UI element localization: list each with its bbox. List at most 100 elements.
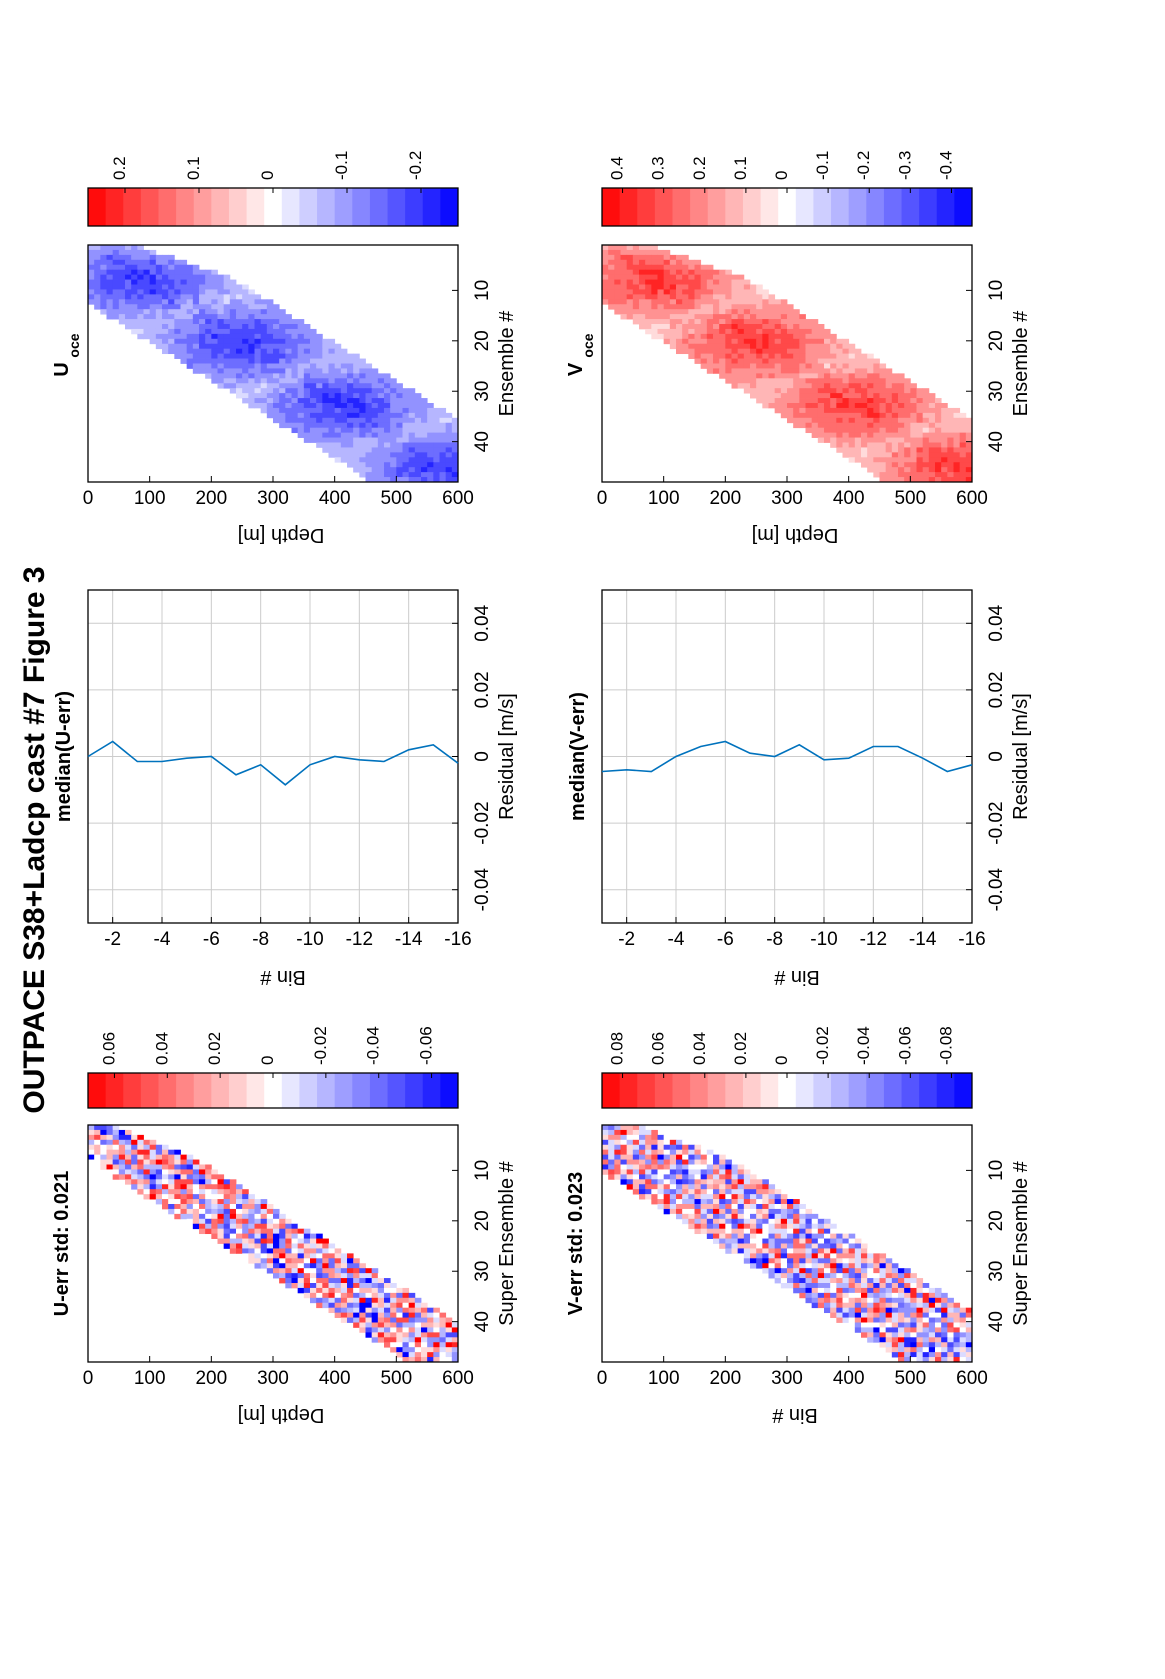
heatmap-cell [149, 338, 157, 345]
heatmap-cell [137, 1139, 144, 1146]
heatmap-cell [211, 309, 218, 315]
heatmap-cell [248, 314, 255, 320]
colorbar-segment [193, 1073, 212, 1108]
heatmap-cell [205, 314, 212, 320]
heatmap-cell [719, 1204, 726, 1210]
heatmap-cell [706, 1189, 714, 1195]
heatmap-cell [254, 304, 262, 310]
heatmap-cell [266, 412, 274, 419]
heatmap-cell [421, 452, 428, 458]
depth-tick-label: 600 [442, 1368, 474, 1389]
heatmap-cell [168, 1189, 175, 1195]
heatmap-cell [842, 353, 850, 359]
heatmap-cell [359, 1317, 366, 1323]
heatmap-cell [725, 304, 732, 310]
heatmap-cell [780, 1218, 788, 1225]
heatmap-cell [316, 333, 323, 340]
heatmap-cell [353, 403, 360, 409]
heatmap-cell [414, 437, 422, 443]
heatmap-cell [867, 462, 874, 468]
heatmap-cell [706, 274, 714, 280]
heatmap-cell [340, 353, 348, 359]
heatmap-cell [602, 1125, 609, 1131]
heatmap-cell [768, 1223, 776, 1230]
heatmap-cell [965, 447, 973, 453]
heatmap-cell [694, 274, 702, 280]
colorbar-segment [422, 188, 441, 226]
heatmap-cell [112, 279, 120, 285]
heatmap-cell [149, 1154, 157, 1160]
heatmap-cell [817, 1248, 825, 1254]
heatmap-cell [162, 309, 169, 315]
heatmap-cell [632, 309, 640, 315]
colorbar-tick-label: 0.02 [205, 1032, 224, 1065]
heatmap-cell [947, 457, 954, 463]
heatmap-cell [694, 304, 702, 310]
heatmap-cell [793, 1258, 800, 1264]
heatmap-cell [669, 294, 677, 300]
heatmap-cell [657, 1159, 665, 1165]
heatmap-cell [396, 393, 403, 399]
heatmap-cell [149, 1184, 157, 1190]
heatmap-cell [891, 1332, 899, 1338]
heatmap-cell [205, 284, 212, 290]
heatmap-cell [904, 447, 911, 453]
heatmap-cell [137, 1144, 144, 1151]
heatmap-cell [842, 343, 850, 350]
heatmap-cell [756, 353, 763, 359]
heatmap-cell [768, 358, 776, 364]
heatmap-cell [322, 1292, 329, 1299]
heatmap-cell [390, 467, 397, 473]
heatmap-cell [768, 1194, 776, 1200]
heatmap-cell [904, 1273, 911, 1279]
heatmap-cell [180, 269, 188, 276]
heatmap-cell [602, 269, 609, 276]
heatmap-cell [279, 319, 286, 325]
heatmap-cell [217, 1208, 225, 1215]
heatmap-cell [359, 1292, 366, 1299]
colorbar-tick-label: -0.06 [417, 1026, 436, 1065]
heatmap-cell [891, 452, 899, 458]
heatmap-cell [787, 1278, 794, 1284]
heatmap-cell [273, 1218, 280, 1225]
heatmap-cell [904, 437, 911, 443]
heatmap-cell [811, 1253, 819, 1259]
depth-tick-label: 0 [597, 1368, 608, 1389]
heatmap-cell [236, 363, 243, 369]
heatmap-cell [94, 1125, 101, 1131]
heatmap-cell [390, 403, 397, 409]
heatmap-cell [365, 422, 373, 429]
heatmap-cell [780, 348, 788, 355]
heatmap-cell [774, 304, 782, 310]
heatmap-cell [854, 393, 862, 399]
heatmap-cell [106, 304, 114, 310]
heatmap-cell [811, 383, 819, 389]
heatmap-cell [421, 457, 428, 463]
heatmap-cell [353, 1292, 360, 1299]
heatmap-cell [297, 403, 305, 409]
heatmap-cell [353, 437, 360, 443]
heatmap-cell [303, 1258, 311, 1264]
heatmap-cell [811, 403, 819, 409]
heatmap-cell [365, 1283, 373, 1289]
heatmap-cell [953, 1332, 961, 1338]
heatmap-cell [291, 417, 299, 424]
heatmap-cell [242, 1199, 249, 1205]
heatmap-cell [762, 1263, 769, 1269]
heatmap-cell [743, 348, 751, 355]
heatmap-cell [626, 1144, 634, 1151]
heatmap-cell [371, 373, 379, 379]
heatmap-cell [328, 1287, 336, 1294]
heatmap-cell [365, 378, 373, 384]
heatmap-cell [125, 259, 132, 266]
heatmap-cell [719, 1208, 726, 1215]
heatmap-cell [676, 1199, 683, 1205]
heatmap-cell [254, 1213, 262, 1220]
heatmap-cell [793, 1213, 800, 1220]
heatmap-cell [824, 353, 831, 359]
colorbar-segment [140, 1073, 159, 1108]
heatmap-cell [725, 1248, 732, 1254]
heatmap-cell [131, 289, 138, 295]
heatmap-cell [750, 1218, 757, 1225]
heatmap-cell [928, 1317, 936, 1323]
